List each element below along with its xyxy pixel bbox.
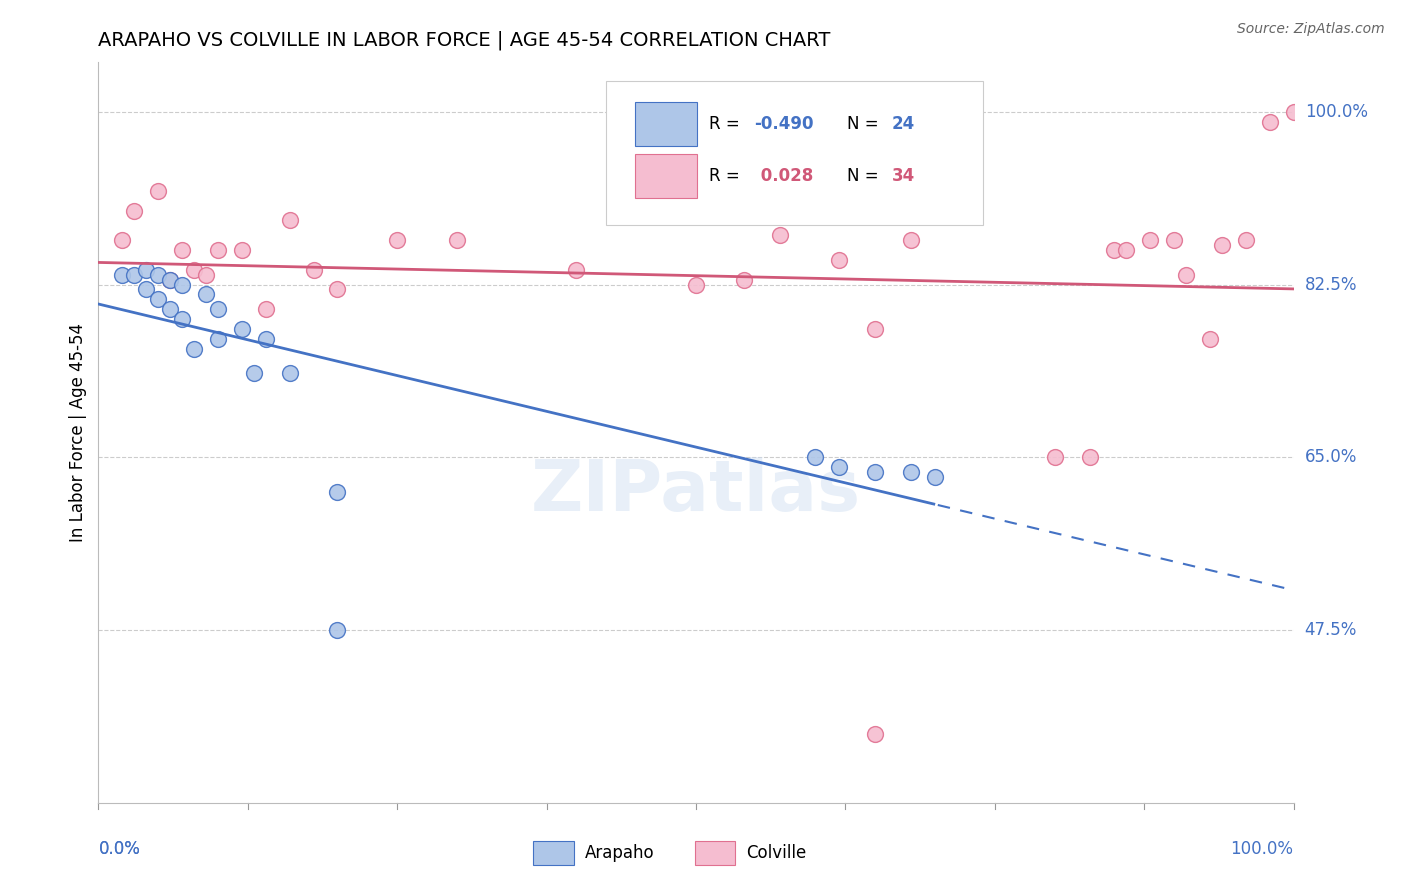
- FancyBboxPatch shape: [695, 841, 735, 865]
- Text: Source: ZipAtlas.com: Source: ZipAtlas.com: [1237, 22, 1385, 37]
- Point: [172, 312, 194, 326]
- Point: [326, 484, 349, 499]
- Point: [111, 233, 134, 247]
- Text: ARAPAHO VS COLVILLE IN LABOR FORCE | AGE 45-54 CORRELATION CHART: ARAPAHO VS COLVILLE IN LABOR FORCE | AGE…: [98, 30, 831, 50]
- Point: [195, 268, 218, 282]
- Point: [135, 262, 157, 277]
- Point: [183, 342, 205, 356]
- Text: 65.0%: 65.0%: [1305, 449, 1357, 467]
- Point: [254, 302, 277, 317]
- Point: [1115, 243, 1137, 257]
- Text: ZIPatlas: ZIPatlas: [531, 458, 860, 526]
- Text: 24: 24: [891, 115, 915, 133]
- Point: [865, 322, 887, 336]
- Point: [804, 450, 827, 465]
- Point: [278, 367, 301, 381]
- Text: R =: R =: [709, 115, 745, 133]
- Point: [1139, 233, 1161, 247]
- Point: [865, 465, 887, 479]
- Text: N =: N =: [846, 115, 883, 133]
- FancyBboxPatch shape: [636, 102, 697, 145]
- Point: [326, 283, 349, 297]
- Point: [278, 213, 301, 227]
- Point: [207, 302, 229, 317]
- Point: [1080, 450, 1102, 465]
- Point: [124, 268, 146, 282]
- Text: 0.028: 0.028: [755, 167, 813, 185]
- Point: [1199, 332, 1222, 346]
- Text: Arapaho: Arapaho: [585, 844, 654, 863]
- Point: [231, 322, 253, 336]
- Text: N =: N =: [846, 167, 883, 185]
- Point: [302, 262, 325, 277]
- Point: [111, 268, 134, 282]
- Text: 0.0%: 0.0%: [98, 840, 141, 858]
- Point: [254, 332, 277, 346]
- Point: [385, 233, 409, 247]
- FancyBboxPatch shape: [606, 81, 983, 226]
- Point: [924, 470, 946, 484]
- Text: -0.490: -0.490: [755, 115, 814, 133]
- Point: [733, 272, 755, 286]
- Point: [1163, 233, 1185, 247]
- Point: [172, 277, 194, 292]
- Point: [446, 233, 468, 247]
- Point: [900, 465, 922, 479]
- Point: [148, 268, 170, 282]
- Point: [243, 367, 266, 381]
- Point: [207, 243, 229, 257]
- Point: [685, 277, 707, 292]
- Point: [124, 203, 146, 218]
- Point: [1234, 233, 1257, 247]
- FancyBboxPatch shape: [533, 841, 574, 865]
- Point: [828, 460, 851, 475]
- Point: [172, 243, 194, 257]
- Point: [900, 233, 922, 247]
- Point: [148, 184, 170, 198]
- Text: 100.0%: 100.0%: [1230, 840, 1294, 858]
- Text: 47.5%: 47.5%: [1305, 621, 1357, 639]
- Point: [1282, 104, 1305, 119]
- Point: [1175, 268, 1198, 282]
- Point: [865, 727, 887, 741]
- Point: [183, 262, 205, 277]
- Point: [1258, 114, 1281, 128]
- Text: R =: R =: [709, 167, 745, 185]
- Point: [207, 332, 229, 346]
- Text: 82.5%: 82.5%: [1305, 276, 1357, 293]
- Point: [828, 252, 851, 267]
- Point: [195, 287, 218, 301]
- Point: [231, 243, 253, 257]
- Point: [135, 283, 157, 297]
- Point: [768, 228, 790, 243]
- Point: [1043, 450, 1066, 465]
- Point: [1104, 243, 1126, 257]
- FancyBboxPatch shape: [636, 154, 697, 197]
- Point: [326, 623, 349, 637]
- Point: [565, 262, 588, 277]
- Point: [159, 272, 181, 286]
- Point: [148, 293, 170, 307]
- Text: Colville: Colville: [747, 844, 807, 863]
- Point: [159, 302, 181, 317]
- Text: 34: 34: [891, 167, 915, 185]
- Point: [1211, 238, 1233, 252]
- Text: 0.0%: 0.0%: [98, 840, 141, 858]
- Text: 100.0%: 100.0%: [1305, 103, 1368, 120]
- Point: [159, 272, 181, 286]
- Y-axis label: In Labor Force | Age 45-54: In Labor Force | Age 45-54: [69, 323, 87, 542]
